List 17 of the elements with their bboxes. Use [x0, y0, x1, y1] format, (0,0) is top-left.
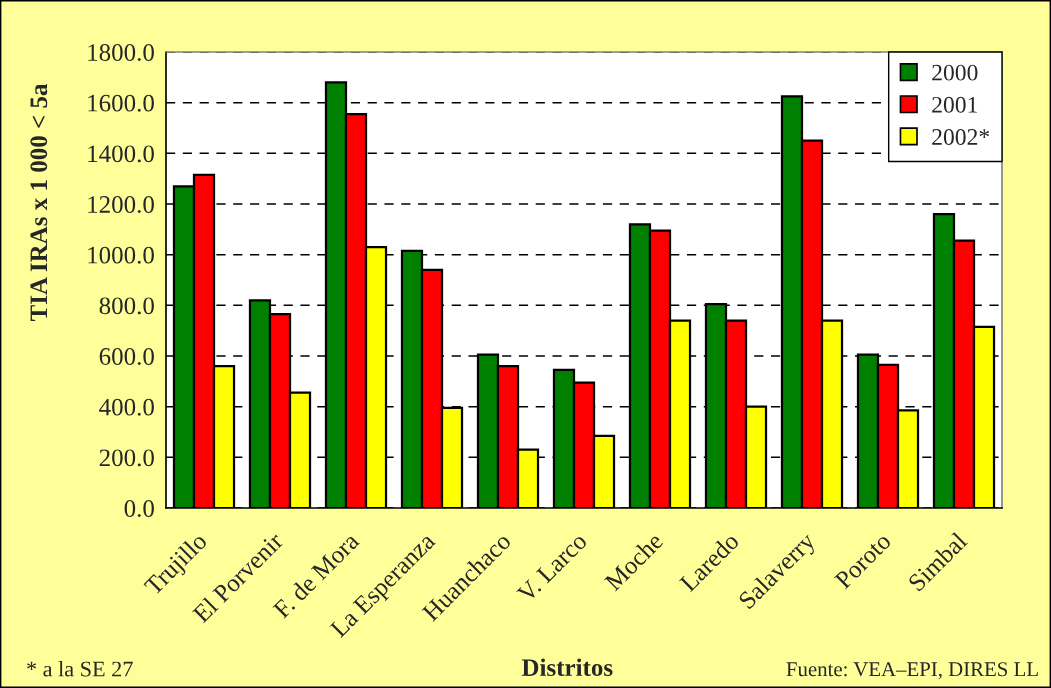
source-note: Fuente: VEA–EPI, DIRES LL	[786, 662, 1038, 680]
text: * a la SE 27	[27, 660, 133, 677]
y-tick-label: 1400.0	[88, 145, 154, 163]
y-tick-label: 1000.0	[88, 246, 154, 264]
legend-label: 2000	[932, 64, 978, 81]
y-axis-title: TIA IRAs x 1 000 < 5a	[30, 83, 48, 322]
y-tick-label: 1600.0	[88, 94, 154, 112]
legend-label: 2002*	[932, 128, 990, 145]
y-tick-label: 400.0	[99, 398, 154, 416]
legend-label: 2001	[932, 96, 977, 113]
y-tick-label: 0.0	[124, 500, 154, 518]
y-tick-label: 600.0	[99, 348, 154, 366]
y-tick-label: 200.0	[99, 449, 154, 467]
y-tick-label: 800.0	[99, 297, 154, 315]
y-tick-label: 1800.0	[88, 44, 154, 62]
y-tick-label: 1200.0	[88, 196, 154, 214]
x-axis-title: Distritos	[521, 658, 613, 677]
